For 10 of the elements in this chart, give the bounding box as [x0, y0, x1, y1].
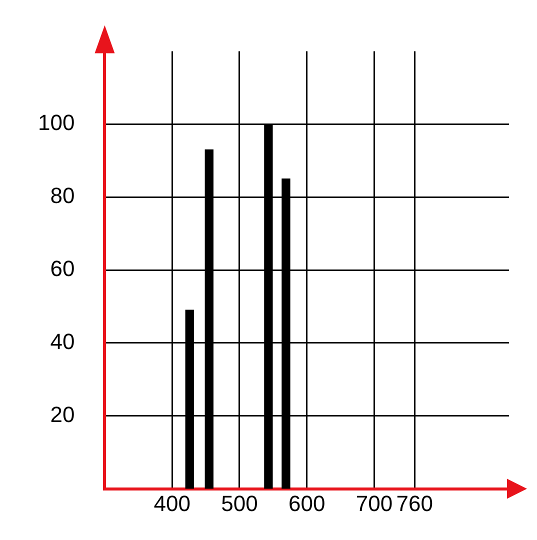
y-tick-label: 20 [50, 402, 75, 427]
x-tick-label: 600 [288, 491, 326, 516]
y-tick-label: 40 [50, 328, 75, 354]
x-tick-label: 760 [396, 491, 434, 516]
y-tick-label: 60 [50, 256, 75, 282]
y-tick-label: 100 [38, 110, 75, 136]
y-tick-label: 80 [50, 183, 75, 208]
x-tick-label: 700 [356, 491, 393, 516]
x-tick-label: 500 [221, 491, 258, 516]
x-tick-label: 400 [154, 491, 190, 516]
